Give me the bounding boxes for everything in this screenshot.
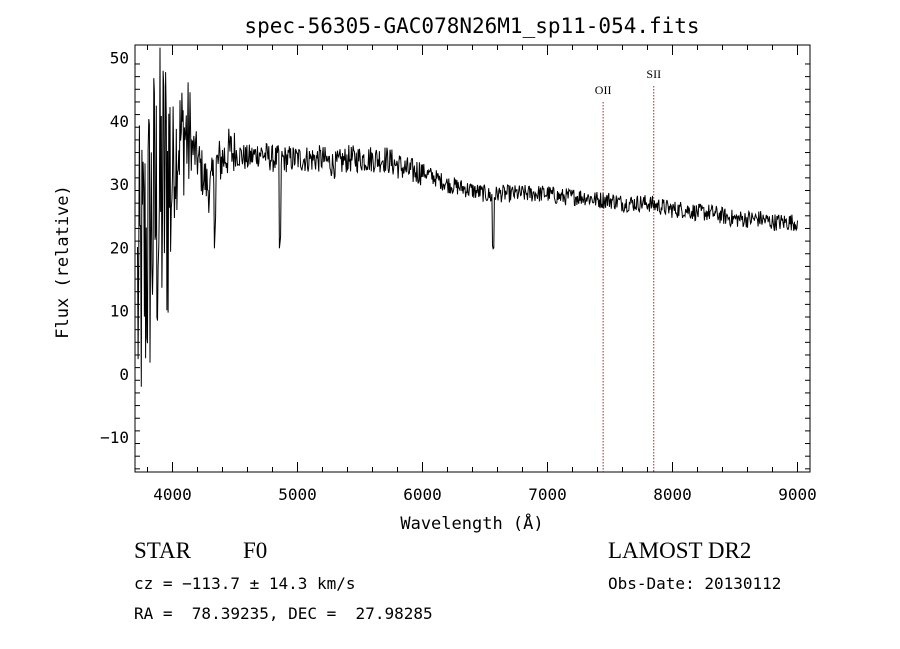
x-tick-labels: 4000 5000 6000 7000 8000 9000	[153, 485, 817, 504]
x-tick-label: 9000	[778, 485, 817, 504]
coordinates: RA = 78.39235, DEC = 27.98285	[134, 604, 433, 623]
y-tick-label: 20	[110, 238, 129, 257]
y-tick-label: 50	[110, 49, 129, 68]
emission-lines: OII SII	[595, 67, 661, 472]
y-axis-label: Flux (relative)	[53, 185, 73, 339]
emission-line-label: OII	[595, 83, 612, 97]
x-tick-label: 7000	[528, 485, 567, 504]
spectrum-line	[137, 47, 798, 387]
tick-marks	[135, 45, 810, 472]
x-axis-label: Wavelength (Å)	[400, 512, 543, 534]
y-tick-label: 10	[110, 302, 129, 321]
emission-line-label: SII	[646, 67, 661, 81]
spectral-subclass: F0	[243, 538, 268, 563]
y-tick-label: −10	[100, 428, 129, 447]
x-tick-label: 8000	[653, 485, 692, 504]
x-tick-label: 4000	[153, 485, 192, 504]
redshift-value: cz = −113.7 ± 14.3 km/s	[134, 574, 356, 593]
x-tick-label: 6000	[403, 485, 442, 504]
y-tick-labels: −10 0 10 20 30 40 50	[100, 49, 129, 448]
x-tick-label: 5000	[278, 485, 317, 504]
chart-title: spec-56305-GAC078N26M1_sp11-054.fits	[244, 14, 699, 38]
y-tick-label: 40	[110, 112, 129, 131]
y-tick-label: 0	[119, 365, 129, 384]
observation-date: Obs-Date: 20130112	[608, 574, 782, 593]
plot-frame	[134, 44, 811, 473]
survey-name: LAMOST DR2	[608, 538, 752, 563]
y-tick-label: 30	[110, 175, 129, 194]
object-class: STAR	[134, 538, 191, 563]
